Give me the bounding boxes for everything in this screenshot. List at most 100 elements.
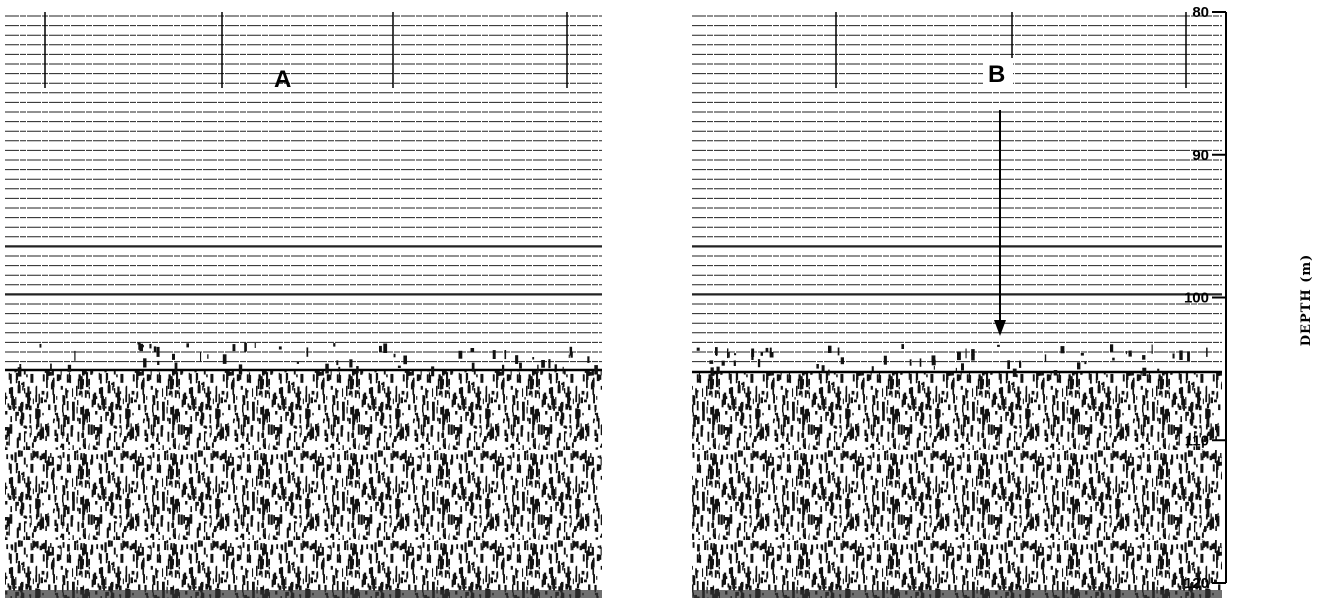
- panel-label: A: [274, 66, 291, 93]
- echo-mark: [569, 346, 573, 356]
- echo-mark: [554, 364, 557, 370]
- echo-mark: [140, 344, 144, 348]
- echo-mark: [1187, 351, 1190, 361]
- echo-mark: [828, 369, 830, 376]
- echo-mark: [965, 348, 967, 359]
- echo-mark: [1142, 355, 1146, 360]
- echo-mark: [156, 346, 160, 357]
- echo-mark: [734, 353, 737, 356]
- echo-mark: [143, 358, 147, 368]
- echo-mark: [1125, 351, 1127, 355]
- echo-mark: [570, 351, 573, 358]
- tick-label: 120: [1184, 575, 1209, 592]
- arrow-head: [994, 320, 1006, 336]
- echo-mark: [515, 355, 519, 364]
- echo-mark: [821, 365, 825, 373]
- echo-mark: [957, 351, 961, 361]
- echo-mark: [716, 366, 720, 374]
- echo-mark: [1151, 344, 1153, 354]
- echo-mark: [137, 342, 141, 345]
- echo-mark: [541, 360, 545, 368]
- echo-mark: [710, 367, 714, 376]
- echo-mark: [1128, 350, 1132, 357]
- echo-mark: [397, 365, 401, 368]
- panel-b: [692, 12, 1222, 598]
- echo-mark: [532, 357, 535, 360]
- echo-mark: [336, 360, 339, 366]
- echo-mark: [232, 344, 236, 352]
- echo-mark: [548, 359, 551, 369]
- echo-mark: [383, 343, 388, 353]
- echo-mark: [721, 360, 725, 366]
- echo-mark: [931, 355, 936, 363]
- echo-mark: [153, 346, 157, 352]
- echo-mark: [715, 347, 718, 355]
- echo-mark: [728, 351, 730, 358]
- echo-mark: [157, 360, 160, 365]
- echo-mark: [149, 343, 152, 349]
- echo-mark: [537, 364, 539, 373]
- panel-label: B: [988, 61, 1005, 88]
- echo-mark: [458, 350, 463, 359]
- echo-mark: [1060, 346, 1065, 354]
- bottom-echo: [5, 371, 602, 598]
- echo-mark: [1080, 353, 1084, 356]
- echo-mark: [39, 343, 42, 348]
- echo-mark: [1172, 353, 1175, 359]
- echo-mark: [733, 360, 736, 366]
- echo-mark: [403, 355, 407, 365]
- echo-mark: [760, 352, 763, 356]
- echo-mark: [909, 359, 912, 366]
- echo-mark: [207, 354, 209, 359]
- echo-mark: [1179, 350, 1183, 360]
- echo-mark: [933, 365, 935, 370]
- echo-mark: [837, 347, 840, 356]
- echo-mark: [67, 364, 72, 372]
- echo-mark: [1044, 354, 1047, 362]
- echo-mark: [1012, 368, 1017, 377]
- echo-mark: [816, 364, 819, 369]
- echo-mark: [222, 354, 227, 364]
- echo-mark: [138, 344, 142, 350]
- echo-mark: [709, 360, 714, 364]
- axis-label: DEPTH (m): [1299, 254, 1314, 347]
- echo-mark: [1053, 370, 1058, 376]
- echo-mark: [174, 362, 178, 373]
- echo-mark: [504, 350, 507, 360]
- echo-mark: [931, 359, 936, 366]
- echo-mark: [1112, 357, 1115, 361]
- tick-label: 90: [1192, 147, 1209, 164]
- echo-mark: [1007, 360, 1010, 370]
- echo-mark: [19, 364, 22, 372]
- echo-mark: [379, 345, 382, 352]
- echo-mark: [338, 366, 341, 370]
- bottom-echo: [692, 373, 1222, 598]
- echo-mark: [74, 350, 76, 361]
- tick-label: 80: [1192, 4, 1209, 21]
- tick-label: 110: [1185, 432, 1209, 449]
- echo-mark: [1084, 361, 1087, 365]
- echo-mark: [871, 366, 874, 372]
- label-box: [983, 58, 1013, 90]
- echo-mark: [1019, 360, 1022, 368]
- echo-mark: [1077, 362, 1081, 370]
- echo-mark: [393, 353, 396, 358]
- echo-mark: [587, 356, 590, 363]
- echo-mark: [238, 364, 243, 375]
- echo-mark: [751, 348, 755, 357]
- echo-mark: [470, 348, 475, 353]
- echo-mark: [306, 347, 309, 357]
- tick-label: 100: [1184, 290, 1209, 307]
- echo-mark: [349, 359, 353, 368]
- echo-mark: [594, 365, 598, 375]
- bottom-band: [5, 590, 602, 598]
- echo-mark: [1206, 347, 1208, 357]
- echo-mark: [254, 342, 256, 348]
- echo-mark: [519, 362, 522, 369]
- echo-mark: [997, 344, 1000, 347]
- echo-mark: [244, 342, 247, 352]
- echo-mark: [502, 367, 504, 375]
- echo-mark: [50, 363, 52, 370]
- echo-mark: [883, 355, 887, 365]
